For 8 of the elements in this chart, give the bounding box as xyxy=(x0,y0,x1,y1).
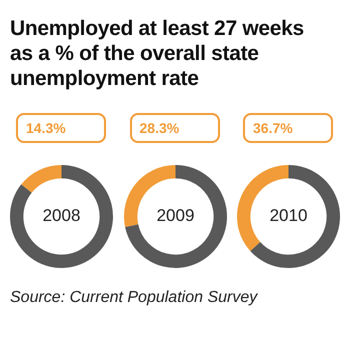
text: Unemployed at least 27 weeks as a % of the overall state unemployment rate xyxy=(9,16,305,91)
data-label: 14.3% xyxy=(16,113,106,143)
source-note: Source: Current Population Survey xyxy=(9,289,259,307)
text: 2008 xyxy=(42,206,80,226)
data-label: 36.7% xyxy=(243,113,333,143)
text: 2010 xyxy=(270,206,308,226)
text: 2009 xyxy=(156,206,194,226)
data-label: 28.3% xyxy=(130,113,220,143)
